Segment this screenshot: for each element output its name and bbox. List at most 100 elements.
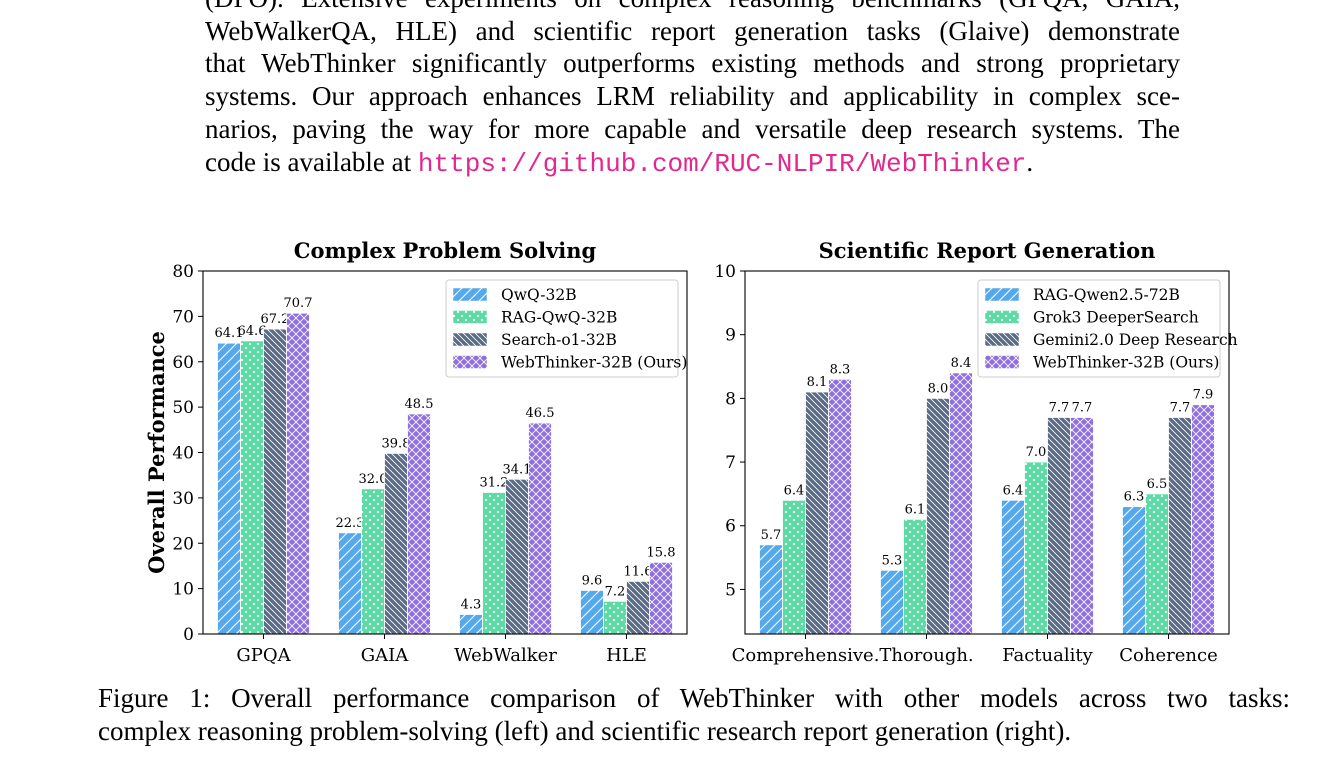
data-label: 15.8	[647, 545, 676, 560]
bar	[782, 499, 806, 635]
bar	[384, 453, 408, 635]
data-label: 22.3	[336, 516, 365, 531]
bar	[240, 340, 264, 635]
y-tick-label: 10	[172, 580, 194, 600]
legend-label: RAG-QwQ-32B	[501, 309, 617, 327]
y-tick-label: 0	[183, 625, 194, 645]
legend-swatch	[984, 355, 1020, 369]
bar	[1001, 499, 1025, 635]
y-tick-label: 40	[172, 444, 194, 464]
data-label: 8.4	[951, 356, 972, 371]
bar	[759, 544, 783, 635]
bar	[1145, 493, 1169, 635]
bar	[949, 372, 973, 635]
x-tick-label: WebWalker	[454, 645, 557, 666]
bar	[828, 378, 852, 635]
bar	[1070, 417, 1094, 635]
legend-swatch	[452, 287, 488, 302]
bar	[407, 413, 431, 635]
abstract-line: (DPO). Extensive experiments on complex …	[205, 0, 1180, 15]
legend-label: Search-o1-32B	[501, 331, 617, 349]
bar	[338, 532, 362, 635]
data-label: 48.5	[405, 397, 434, 412]
abstract-line: that WebThinker significantly outperform…	[205, 48, 1180, 79]
data-label: 7.7	[1072, 400, 1093, 415]
bar	[1168, 417, 1192, 635]
abstract-line: WebWalkerQA, HLE) and scientific report …	[205, 15, 1180, 46]
data-label: 6.1	[905, 502, 926, 517]
legend-swatch	[452, 332, 488, 347]
data-label: 46.5	[526, 406, 555, 421]
legend-box	[977, 279, 1221, 378]
bar	[263, 328, 287, 635]
legend-label: RAG-Qwen2.5-72B	[1033, 286, 1180, 304]
bar	[528, 422, 552, 635]
legend-swatch	[984, 332, 1020, 347]
bar	[880, 569, 904, 635]
x-tick-label: GAIA	[361, 645, 409, 666]
y-tick-label: 50	[172, 398, 194, 418]
data-label: 5.7	[761, 528, 782, 543]
data-label: 7.0	[1026, 445, 1047, 460]
figure-caption: Figure 1: Overall performance comparison…	[98, 682, 1290, 748]
legend-box	[445, 279, 679, 378]
legend-label: QwQ-32B	[501, 286, 577, 304]
x-tick-label: HLE	[606, 645, 647, 666]
y-tick-label: 9	[725, 326, 736, 346]
legend-swatch	[452, 355, 488, 369]
legend-swatch	[984, 287, 1020, 302]
x-tick-label: Thorough.	[879, 645, 973, 666]
abstract-line: code is available at https://github.com/…	[205, 146, 1180, 181]
x-tick-label: Comprehensive.	[732, 645, 880, 666]
y-axis-label: Overall Performance	[144, 331, 169, 574]
legend-swatch	[984, 310, 1020, 324]
data-label: 9.6	[582, 573, 603, 588]
data-label: 6.3	[1124, 490, 1145, 505]
y-tick-label: 6	[725, 517, 736, 537]
bar	[603, 600, 627, 635]
bar	[361, 488, 385, 635]
bar	[1191, 404, 1215, 635]
abstract-line: systems. Our approach enhances LRM relia…	[205, 81, 1180, 112]
bar	[1047, 417, 1071, 635]
chart-scientific-report-generation: Scientific Report Generation 5.7 5.3 6.4 6.3…	[714, 238, 1237, 666]
y-tick-label: 60	[172, 353, 194, 373]
data-label: 7.9	[1193, 388, 1214, 403]
data-label: 6.4	[784, 483, 805, 498]
bar	[926, 397, 950, 635]
data-label: 8.0	[928, 381, 949, 396]
abstract-text-prefix: code is available at	[205, 146, 418, 177]
x-tick-label: Factuality	[1002, 645, 1093, 666]
bar	[649, 561, 673, 635]
y-tick-label: 5	[725, 580, 736, 600]
y-tick-label: 30	[172, 489, 194, 509]
plot-frame	[744, 270, 1230, 635]
y-tick-label: 8	[725, 389, 736, 409]
data-label: 6.5	[1147, 477, 1168, 492]
legend-swatch	[452, 310, 488, 324]
y-tick-label: 80	[172, 262, 194, 282]
legend-label: WebThinker-32B (Ours)	[1033, 354, 1219, 372]
data-label: 67.2	[261, 312, 290, 327]
data-label: 4.3	[461, 597, 482, 612]
bar	[286, 312, 310, 635]
abstract-text-suffix: .	[1026, 146, 1034, 177]
data-label: 7.7	[1049, 400, 1070, 415]
x-tick-label: GPQA	[236, 645, 291, 666]
bar	[217, 342, 241, 635]
data-label: 64.6	[238, 324, 267, 339]
data-label: 11.6	[624, 564, 653, 579]
legend-label: WebThinker-32B (Ours)	[501, 354, 687, 372]
bar	[1024, 461, 1048, 635]
abstract-line: narios, paving the way for more capable …	[205, 113, 1180, 144]
data-label: 64.1	[215, 326, 244, 341]
bar	[580, 590, 604, 635]
chart-title: Complex Problem Solving	[294, 238, 597, 263]
code-link[interactable]: https://github.com/RUC-NLPIR/WebThinker	[417, 148, 1027, 179]
bar	[626, 580, 650, 635]
y-tick-label: 7	[725, 453, 736, 473]
y-tick-label: 20	[172, 534, 194, 554]
data-label: 8.1	[807, 375, 828, 390]
bar	[459, 614, 483, 635]
bar	[482, 492, 506, 635]
